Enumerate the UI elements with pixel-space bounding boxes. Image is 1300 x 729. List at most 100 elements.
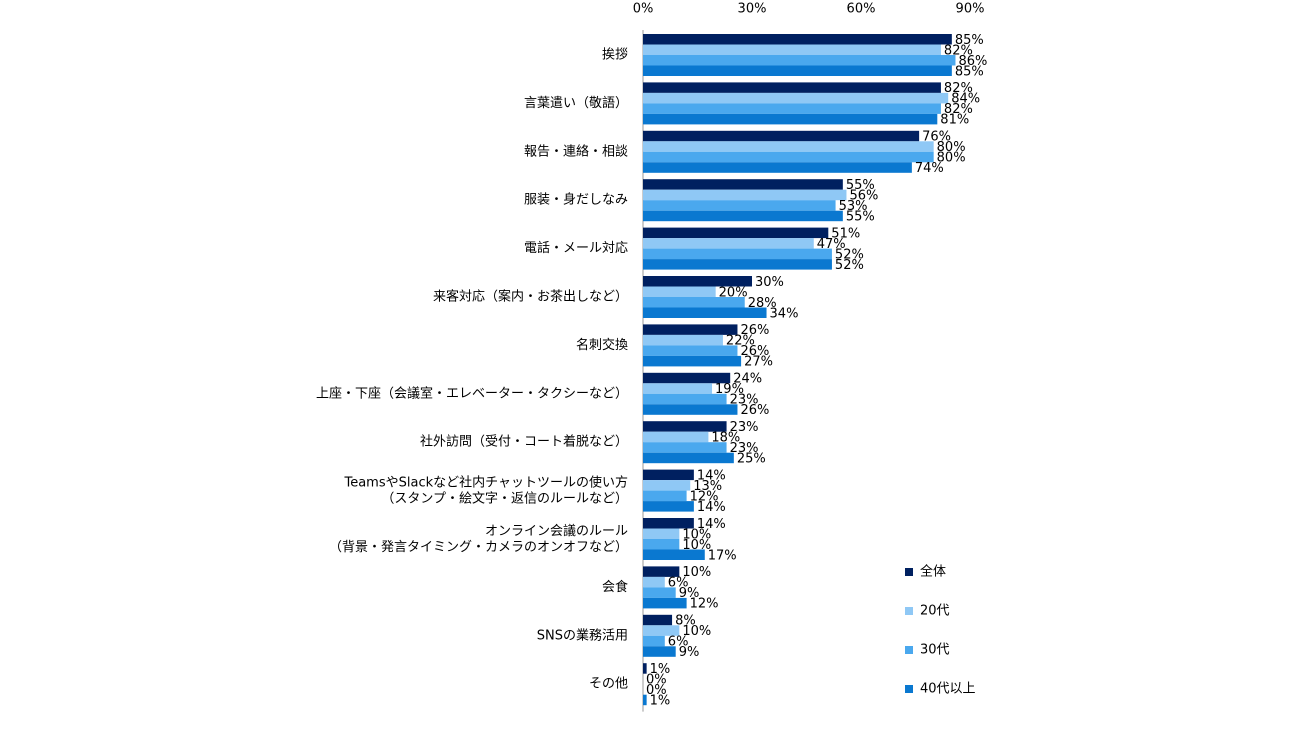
- value-label: 82%: [944, 43, 973, 58]
- value-label: 47%: [817, 237, 846, 252]
- x-tick-label: 0%: [633, 2, 654, 17]
- value-label: 6%: [668, 576, 689, 591]
- value-label: 80%: [937, 140, 966, 155]
- legend-label: 30代: [920, 643, 950, 658]
- bar: [643, 431, 709, 443]
- bar: [643, 442, 727, 453]
- bar: [643, 539, 680, 550]
- value-label: 27%: [744, 355, 773, 370]
- value-label: 80%: [937, 151, 966, 166]
- value-label: 86%: [958, 54, 987, 69]
- bar: [643, 597, 687, 609]
- value-label: 24%: [733, 372, 762, 387]
- value-label: 56%: [849, 188, 878, 203]
- value-label: 10%: [682, 565, 711, 580]
- value-label: 52%: [835, 258, 864, 273]
- value-label: 8%: [675, 614, 696, 629]
- category-label: 来客対応（案内・お茶出しなど）: [433, 289, 628, 305]
- bar: [643, 614, 673, 626]
- value-label: 26%: [740, 403, 769, 418]
- bar: [643, 297, 745, 308]
- bar: [643, 501, 694, 512]
- bar: [643, 469, 694, 481]
- value-label: 6%: [668, 635, 689, 650]
- value-label: 82%: [944, 102, 973, 117]
- value-label: 51%: [831, 226, 860, 241]
- bar: [643, 92, 949, 104]
- bar: [643, 141, 934, 152]
- category-label: 報告・連絡・相談: [524, 143, 628, 159]
- bar: [643, 103, 941, 114]
- value-label: 22%: [726, 334, 755, 349]
- value-label: 53%: [839, 199, 868, 214]
- bar: [643, 355, 742, 367]
- value-label: 18%: [711, 430, 740, 445]
- bar: [643, 210, 843, 222]
- bar: [643, 480, 691, 491]
- value-label: 1%: [650, 662, 671, 677]
- value-label: 81%: [940, 113, 969, 128]
- bar: [643, 566, 680, 577]
- bar: [643, 528, 680, 539]
- category-label: SNSの業務活用: [537, 627, 628, 643]
- legend-swatch: [905, 646, 913, 654]
- value-label: 10%: [682, 538, 711, 553]
- value-label: 52%: [835, 247, 864, 262]
- legend-swatch: [905, 607, 913, 615]
- value-label: 10%: [682, 527, 711, 542]
- x-tick-label: 30%: [738, 2, 767, 17]
- bar: [643, 383, 713, 394]
- value-label: 14%: [697, 468, 726, 483]
- value-label: 26%: [740, 323, 769, 338]
- bar: [643, 55, 956, 66]
- bar: [643, 259, 832, 270]
- bar: [643, 576, 665, 588]
- bar: [643, 549, 705, 560]
- bar: [643, 646, 676, 657]
- category-label: 挨拶: [602, 48, 628, 63]
- category-label: 服装・身だしなみ: [524, 192, 628, 208]
- bar: [643, 65, 952, 76]
- bar: [643, 663, 647, 674]
- bar: [643, 200, 836, 211]
- bar: [643, 334, 723, 346]
- bar: [643, 635, 665, 647]
- value-label: 82%: [944, 81, 973, 96]
- value-label: 13%: [693, 479, 722, 494]
- value-label: 34%: [770, 306, 799, 321]
- bar: [643, 34, 952, 45]
- bar: [643, 248, 832, 260]
- value-label: 85%: [955, 33, 984, 48]
- value-label: 20%: [719, 285, 748, 300]
- legend-label: 40代以上: [920, 682, 976, 697]
- bar: [643, 345, 738, 356]
- value-label: 25%: [737, 451, 766, 466]
- value-label: 23%: [730, 393, 759, 408]
- legend-label: 20代: [920, 604, 950, 619]
- value-label: 23%: [730, 420, 759, 435]
- bar: [643, 44, 941, 55]
- bar: [643, 518, 694, 529]
- bar: [643, 276, 752, 287]
- value-label: 76%: [922, 130, 951, 145]
- bar: [643, 307, 767, 318]
- bar: [643, 238, 814, 249]
- value-label: 55%: [846, 209, 875, 224]
- category-label: その他: [589, 677, 628, 692]
- value-label: 12%: [690, 489, 719, 504]
- bar: [643, 393, 727, 405]
- category-label: 会食: [602, 579, 628, 595]
- value-label: 9%: [679, 645, 700, 660]
- category-label: 電話・メール対応: [524, 240, 628, 256]
- bar: [643, 189, 847, 201]
- x-tick-label: 90%: [956, 2, 985, 17]
- x-tick-label: 60%: [847, 2, 876, 17]
- category-label: TeamsやSlackなど社内チャットツールの使い方（スタンプ・絵文字・返信のル…: [343, 474, 628, 506]
- bar: [643, 625, 680, 636]
- value-label: 0%: [646, 672, 667, 687]
- bar: [643, 179, 843, 190]
- value-label: 9%: [679, 586, 700, 601]
- category-label: 社外訪問（受付・コート着脱など）: [420, 434, 628, 450]
- value-label: 30%: [755, 275, 784, 290]
